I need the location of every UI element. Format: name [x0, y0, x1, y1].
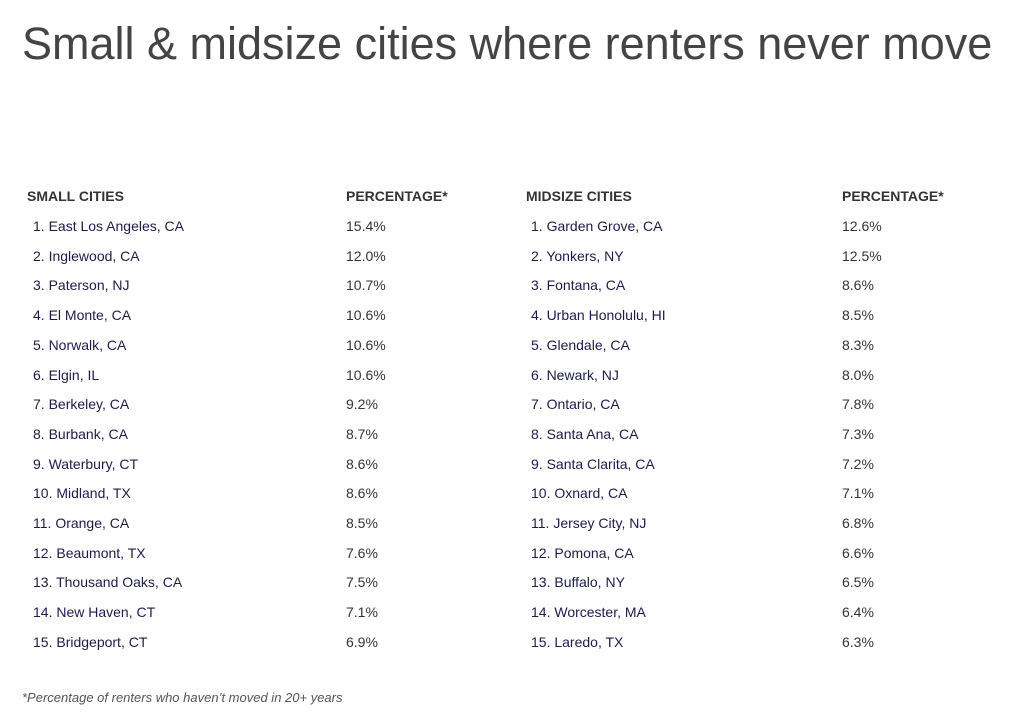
- city-name: 5. Glendale, CA: [531, 336, 630, 353]
- percentage: 12.6%: [842, 218, 882, 234]
- percentage: 8.7%: [346, 425, 378, 442]
- city-name: 11. Jersey City, NJ: [531, 515, 647, 531]
- city-name: 1. East Los Angeles, CA: [33, 218, 184, 234]
- city-name: 8. Santa Ana, CA: [531, 425, 639, 442]
- percentage: 15.4%: [346, 218, 386, 234]
- percentage: 7.6%: [346, 544, 378, 561]
- column-header: SMALL CITIES: [27, 188, 124, 204]
- city-name: 9. Santa Clarita, CA: [531, 455, 655, 472]
- city-name: 4. El Monte, CA: [33, 307, 132, 324]
- city-name: 6. Elgin, IL: [33, 366, 100, 383]
- city-name: 3. Paterson, NJ: [33, 277, 130, 294]
- city-name: 2. Yonkers, NY: [531, 247, 624, 264]
- city-name: 10. Midland, TX: [33, 485, 131, 502]
- percentage: 6.8%: [842, 515, 874, 531]
- column-header: MIDSIZE CITIES: [526, 188, 632, 204]
- percentage: 8.6%: [842, 277, 874, 294]
- percentage: 10.7%: [346, 277, 386, 294]
- city-name: 7. Ontario, CA: [531, 396, 620, 413]
- percentage: 6.6%: [842, 544, 874, 561]
- percentage: 6.5%: [842, 574, 874, 591]
- percentage: 8.0%: [842, 366, 874, 383]
- percentage: 10.6%: [346, 307, 386, 324]
- percentage: 12.5%: [842, 247, 882, 264]
- percentage: 8.5%: [842, 307, 874, 324]
- percentage: 10.6%: [346, 336, 386, 353]
- city-name: 14. Worcester, MA: [531, 604, 646, 621]
- percentage: 8.3%: [842, 336, 874, 353]
- percentage: 8.5%: [346, 515, 378, 531]
- percentage: 7.1%: [346, 604, 378, 621]
- city-name: 11. Orange, CA: [33, 515, 130, 531]
- percentage: 6.9%: [346, 633, 378, 650]
- city-name: 12. Beaumont, TX: [33, 544, 146, 561]
- percentage: 6.4%: [842, 604, 874, 621]
- column-header: PERCENTAGE*: [346, 188, 448, 204]
- percentage: 10.6%: [346, 366, 386, 383]
- city-name: 8. Burbank, CA: [33, 425, 128, 442]
- city-name: 7. Berkeley, CA: [33, 396, 130, 413]
- title: Small & midsize cities where renters nev…: [22, 18, 993, 69]
- city-name: 1. Garden Grove, CA: [531, 218, 663, 234]
- city-name: 15. Laredo, TX: [531, 633, 624, 650]
- percentage: 7.3%: [842, 425, 874, 442]
- percentage: 7.2%: [842, 455, 874, 472]
- city-name: 4. Urban Honolulu, HI: [531, 307, 666, 324]
- column-header: PERCENTAGE*: [842, 188, 944, 204]
- percentage: 7.5%: [346, 574, 378, 591]
- percentage: 12.0%: [346, 247, 386, 264]
- footnote: *Percentage of renters who haven’t moved…: [22, 690, 343, 705]
- percentage: 7.1%: [842, 485, 874, 502]
- city-name: 6. Newark, NJ: [531, 366, 619, 383]
- city-name: 5. Norwalk, CA: [33, 336, 127, 353]
- city-name: 3. Fontana, CA: [531, 277, 626, 294]
- city-name: 13. Thousand Oaks, CA: [33, 574, 183, 591]
- city-name: 2. Inglewood, CA: [33, 247, 140, 264]
- city-name: 10. Oxnard, CA: [531, 485, 628, 502]
- percentage: 8.6%: [346, 455, 378, 472]
- city-name: 15. Bridgeport, CT: [33, 633, 148, 650]
- city-name: 13. Buffalo, NY: [531, 574, 625, 591]
- city-name: 12. Pomona, CA: [531, 544, 634, 561]
- percentage: 9.2%: [346, 396, 378, 413]
- city-name: 14. New Haven, CT: [33, 604, 156, 621]
- percentage: 7.8%: [842, 396, 874, 413]
- percentage: 6.3%: [842, 633, 874, 650]
- city-name: 9. Waterbury, CT: [33, 455, 139, 472]
- percentage: 8.6%: [346, 485, 378, 502]
